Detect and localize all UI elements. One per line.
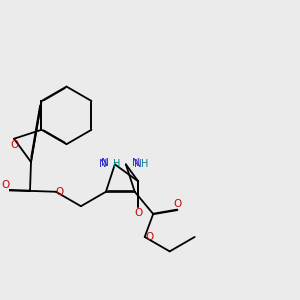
Text: N: N bbox=[132, 158, 140, 168]
Text: H: H bbox=[141, 159, 148, 169]
Text: O: O bbox=[11, 140, 19, 150]
Text: H: H bbox=[113, 159, 121, 169]
Text: O: O bbox=[55, 187, 64, 197]
Text: N: N bbox=[101, 158, 109, 168]
Text: N: N bbox=[99, 159, 107, 169]
Text: N: N bbox=[134, 159, 142, 169]
Text: O: O bbox=[2, 180, 10, 190]
Text: O: O bbox=[145, 232, 153, 242]
Text: O: O bbox=[134, 208, 142, 218]
Text: O: O bbox=[173, 199, 182, 209]
Text: N: N bbox=[101, 158, 109, 168]
